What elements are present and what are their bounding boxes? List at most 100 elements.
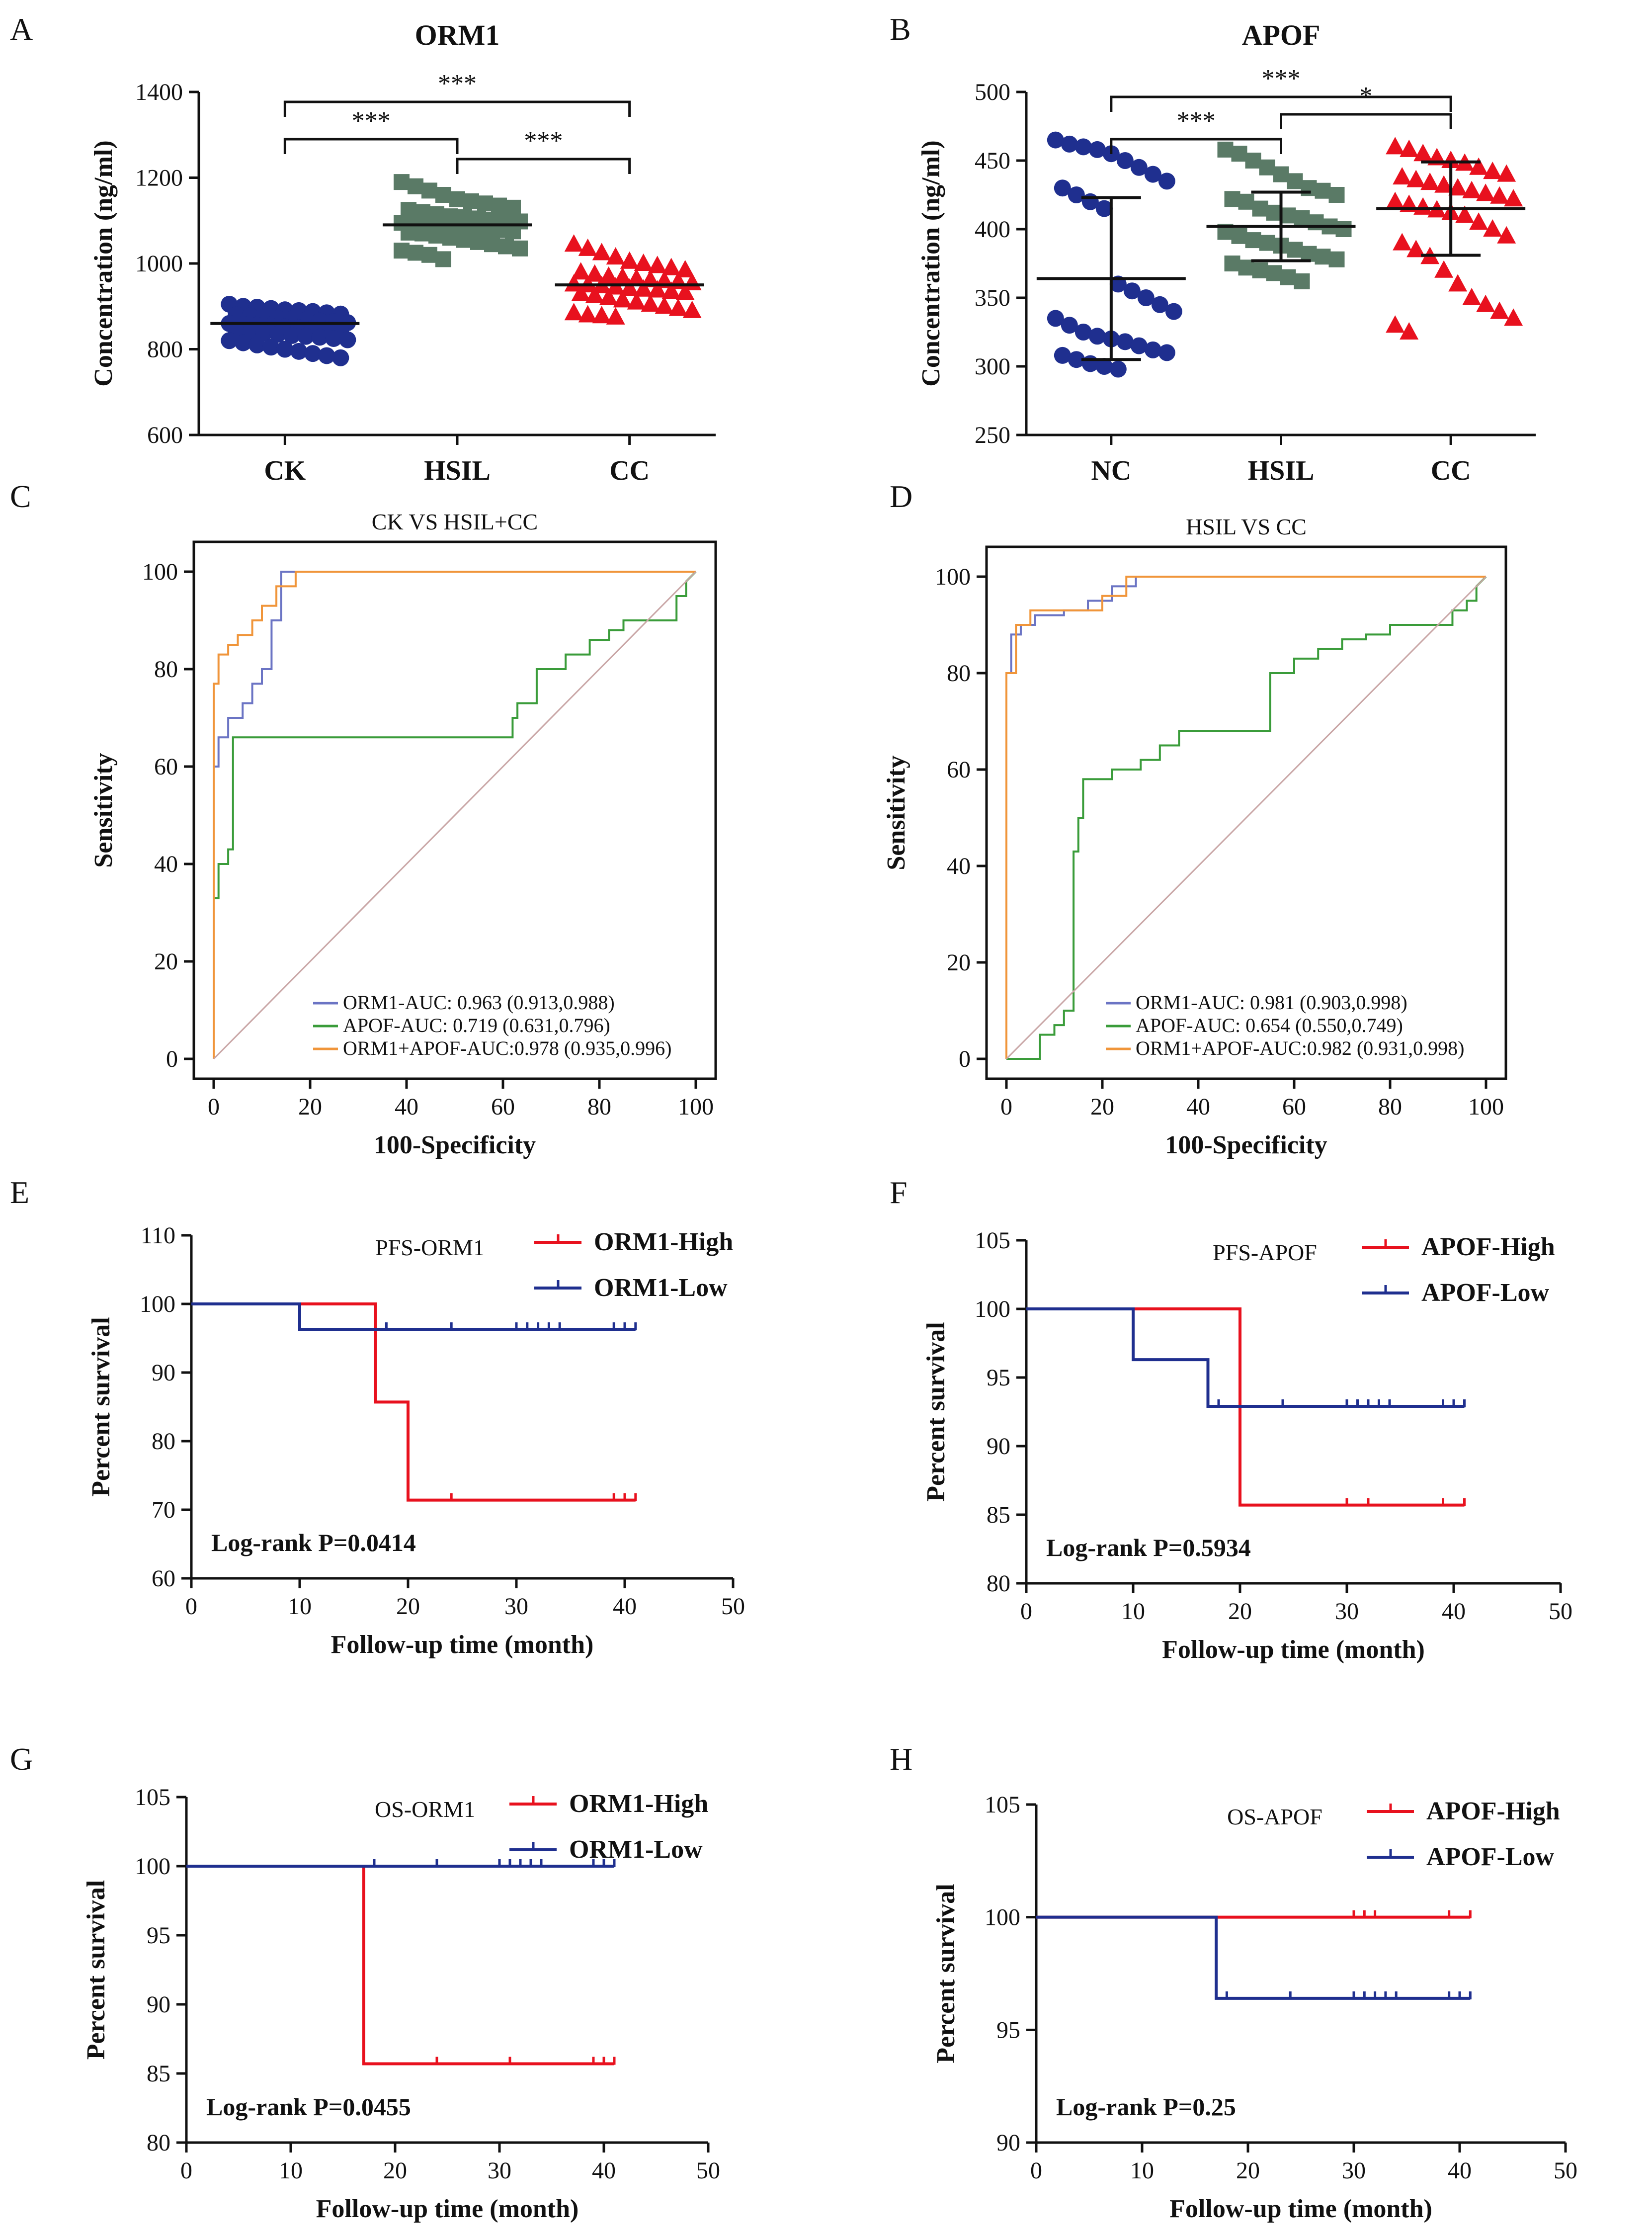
data-point bbox=[304, 345, 322, 362]
legend-item: APOF-AUC: 0.719 (0.631,0.796) bbox=[313, 1014, 610, 1036]
y-tick-label: 0 bbox=[166, 1046, 178, 1072]
data-point bbox=[1504, 308, 1523, 326]
significance-bracket: *** bbox=[283, 70, 631, 117]
y-tick-label: 105 bbox=[975, 1227, 1010, 1254]
data-point bbox=[297, 328, 315, 345]
data-point bbox=[1259, 235, 1275, 251]
data-point bbox=[1238, 193, 1254, 210]
series-line bbox=[213, 571, 696, 1059]
data-point bbox=[1386, 315, 1405, 333]
series-line bbox=[213, 571, 696, 1059]
data-point bbox=[1054, 346, 1071, 364]
y-axis-label: Concentration (ng/ml) bbox=[917, 140, 945, 386]
data-point bbox=[564, 234, 583, 252]
bracket-line bbox=[1280, 113, 1452, 129]
data-point bbox=[1462, 180, 1482, 198]
chart-title: CK VS HSIL+CC bbox=[372, 509, 538, 534]
x-tick-label: 10 bbox=[279, 2157, 303, 2184]
data-point bbox=[1476, 294, 1495, 312]
data-point bbox=[668, 298, 688, 316]
data-point bbox=[1068, 186, 1085, 203]
data-point bbox=[1238, 259, 1254, 276]
x-axis-label: 100-Specificity bbox=[374, 1131, 536, 1159]
x-tick-label: 20 bbox=[1236, 2157, 1260, 2184]
data-point bbox=[1245, 232, 1261, 249]
data-point bbox=[599, 266, 618, 284]
legend-item: ORM1-AUC: 0.981 (0.903,0.998) bbox=[1106, 991, 1407, 1014]
legend-label: ORM1-AUC: 0.981 (0.903,0.998) bbox=[1136, 991, 1407, 1014]
y-axis-label: Percent survival bbox=[87, 1317, 115, 1497]
y-tick-label: 1400 bbox=[135, 79, 183, 105]
data-point bbox=[1095, 358, 1113, 375]
x-tick-label: 40 bbox=[1186, 1094, 1210, 1120]
legend-item: APOF-High bbox=[1362, 1233, 1555, 1261]
series-line-1 bbox=[1026, 1307, 1466, 1408]
data-point bbox=[1400, 139, 1419, 157]
legend-label: APOF-High bbox=[1421, 1233, 1555, 1261]
significance-label: *** bbox=[438, 70, 477, 98]
legend-item: APOF-AUC: 0.654 (0.550,0.749) bbox=[1106, 1014, 1403, 1036]
series-line-0 bbox=[186, 1865, 616, 2066]
data-point bbox=[421, 182, 437, 199]
x-tick-label: 80 bbox=[1378, 1094, 1402, 1120]
legend-label: ORM1-Low bbox=[594, 1274, 728, 1302]
data-point bbox=[394, 243, 410, 259]
data-point bbox=[648, 256, 667, 273]
x-tick-label: 40 bbox=[1442, 1598, 1466, 1625]
data-point bbox=[1054, 179, 1071, 197]
data-point bbox=[682, 300, 702, 318]
y-tick-label: 100 bbox=[985, 1904, 1020, 1931]
y-tick-label: 100 bbox=[935, 564, 971, 590]
data-point bbox=[1224, 256, 1240, 271]
data-point bbox=[1476, 183, 1495, 201]
series-line-2 bbox=[213, 571, 696, 1059]
data-point bbox=[675, 282, 695, 300]
x-axis-label: Follow-up time (month) bbox=[316, 2195, 579, 2223]
data-point bbox=[620, 278, 639, 296]
chart-title: PFS-APOF bbox=[1213, 1240, 1317, 1265]
data-point bbox=[1393, 167, 1412, 185]
data-point bbox=[648, 280, 667, 298]
data-point bbox=[1130, 337, 1148, 354]
category-label: HSIL bbox=[424, 455, 491, 486]
legend: APOF-High APOF-Low bbox=[1362, 1233, 1555, 1307]
panel-label: A bbox=[10, 11, 33, 47]
data-point bbox=[1144, 166, 1161, 183]
y-tick-label: 350 bbox=[975, 285, 1010, 311]
data-point bbox=[1497, 226, 1516, 244]
series-reference-line bbox=[213, 571, 697, 1060]
data-point bbox=[1441, 151, 1461, 168]
data-point bbox=[1252, 200, 1268, 217]
y-tick-label: 500 bbox=[975, 79, 1010, 105]
chart-title: OS-ORM1 bbox=[375, 1797, 475, 1822]
data-point bbox=[1231, 146, 1247, 162]
data-point bbox=[1413, 144, 1433, 162]
y-tick-label: 1000 bbox=[135, 251, 183, 277]
y-axis-label: Sensitivity bbox=[89, 753, 118, 867]
y-tick-label: 60 bbox=[947, 757, 971, 783]
legend: ORM1-High ORM1-Low bbox=[534, 1228, 733, 1302]
panel-label: F bbox=[890, 1175, 908, 1210]
y-tick-label: 100 bbox=[135, 1853, 170, 1880]
series-line-0 bbox=[191, 1302, 637, 1502]
significance-bracket: *** bbox=[456, 127, 631, 174]
data-point bbox=[1280, 269, 1296, 285]
panel-h: H 90 95 100 105 Percent survival OS-APOF 0 10 20 3… bbox=[890, 1741, 1577, 2223]
data-point bbox=[428, 227, 444, 244]
data-point bbox=[1490, 186, 1509, 204]
y-tick-label: 80 bbox=[154, 656, 178, 683]
legend-item: APOF-Low bbox=[1362, 1279, 1550, 1307]
panel-a: A 600 800 1000 1200 1400 Concentration (ng/ml)… bbox=[10, 11, 716, 486]
chart-title: ORM1 bbox=[415, 19, 500, 51]
y-tick-label: 100 bbox=[142, 559, 178, 585]
y-tick-label: 85 bbox=[987, 1502, 1010, 1528]
data-point bbox=[1287, 173, 1303, 189]
series-line-0 bbox=[1005, 576, 1486, 1059]
y-tick-label: 20 bbox=[154, 948, 178, 975]
data-point bbox=[1109, 360, 1127, 378]
panel-f: F 80 85 90 95 100 105 Percent survival PFS-APOF 0… bbox=[890, 1175, 1572, 1664]
y-tick-label: 600 bbox=[147, 422, 183, 448]
significance-label: *** bbox=[352, 107, 391, 135]
x-tick-label: 40 bbox=[395, 1094, 418, 1120]
significance-bracket: *** bbox=[1110, 107, 1282, 154]
